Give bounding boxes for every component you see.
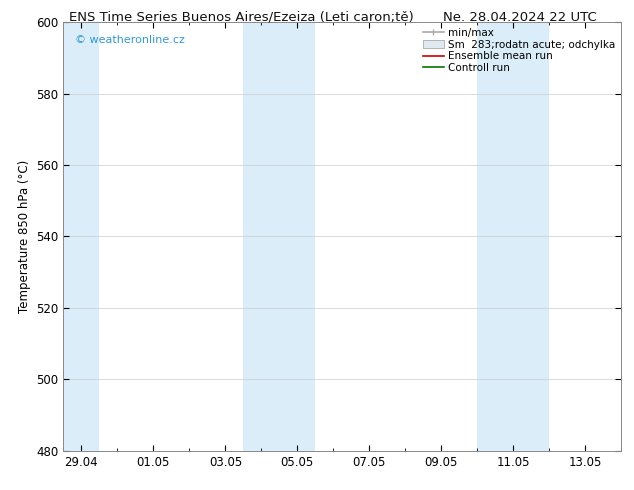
Bar [63, 22, 100, 451]
Bar [477, 22, 549, 451]
Bar [243, 22, 315, 451]
Legend: min/max, Sm  283;rodatn acute; odchylka, Ensemble mean run, Controll run: min/max, Sm 283;rodatn acute; odchylka, … [420, 25, 618, 76]
Text: © weatheronline.cz: © weatheronline.cz [75, 35, 184, 45]
Text: Ne. 28.04.2024 22 UTC: Ne. 28.04.2024 22 UTC [443, 11, 597, 24]
Text: ENS Time Series Buenos Aires/Ezeiza (Leti caron;tě): ENS Time Series Buenos Aires/Ezeiza (Let… [68, 11, 413, 24]
Y-axis label: Temperature 850 hPa (°C): Temperature 850 hPa (°C) [18, 160, 30, 313]
